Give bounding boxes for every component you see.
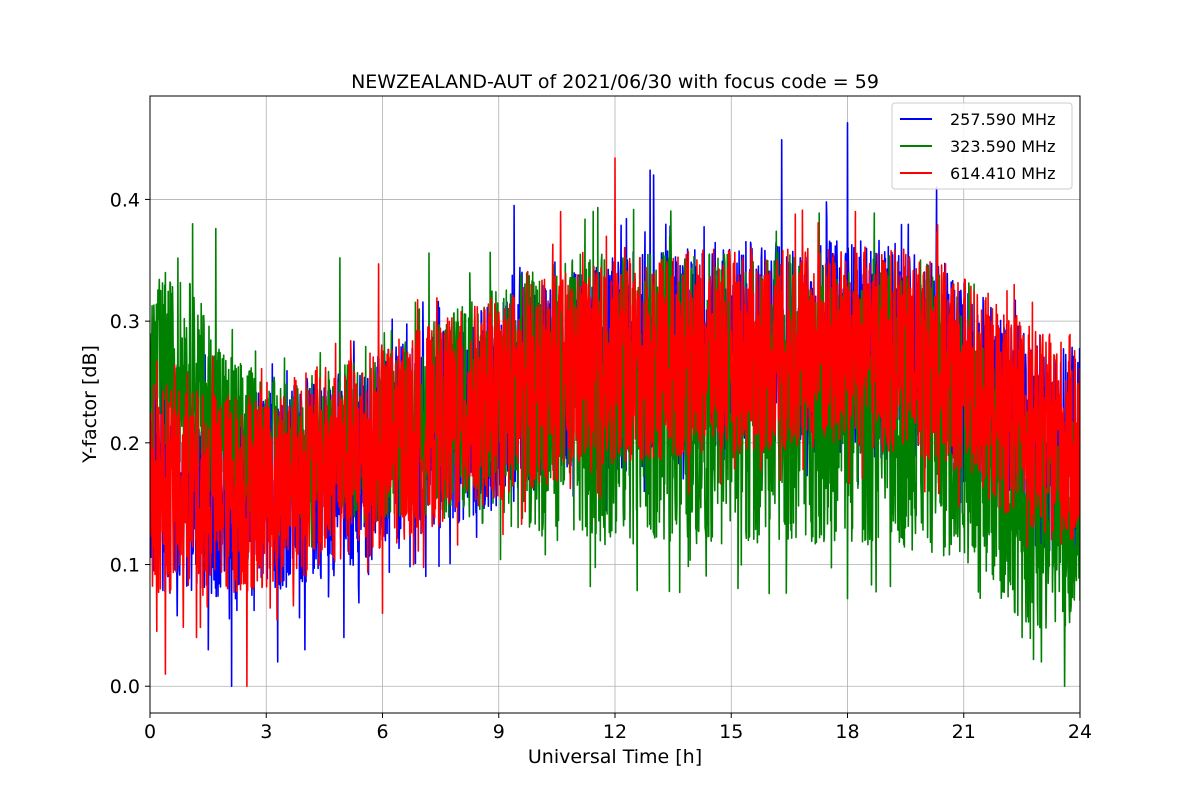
legend-entry: 614.410 MHz	[950, 164, 1055, 183]
x-tick-label: 21	[952, 721, 976, 743]
series-line-3	[150, 157, 1080, 687]
y-tick-label: 0.3	[110, 311, 140, 333]
legend: 257.590 MHz 323.590 MHz 614.410 MHz	[891, 102, 1073, 190]
axis-ticks: 0 3 6 9 12 15 18 21 24 0.0 0.1 0.2 0.3 0.4	[110, 189, 1092, 743]
series-layer	[150, 122, 1080, 687]
x-tick-label: 15	[719, 721, 743, 743]
x-axis-label: Universal Time [h]	[528, 746, 702, 768]
y-tick-label: 0.0	[110, 676, 140, 698]
x-tick-label: 12	[603, 721, 627, 743]
x-tick-label: 0	[144, 721, 156, 743]
legend-entry: 257.590 MHz	[950, 110, 1055, 129]
legend-box	[891, 102, 1073, 190]
y-axis-label: Y-factor [dB]	[79, 345, 101, 464]
x-tick-label: 24	[1068, 721, 1092, 743]
legend-entry: 323.590 MHz	[950, 137, 1055, 156]
x-tick-label: 9	[493, 721, 505, 743]
x-tick-label: 3	[260, 721, 272, 743]
chart-title: NEWZEALAND-AUT of 2021/06/30 with focus …	[351, 71, 879, 93]
x-tick-label: 18	[835, 721, 859, 743]
y-tick-label: 0.2	[110, 433, 140, 455]
y-tick-label: 0.4	[110, 189, 140, 211]
y-tick-label: 0.1	[110, 555, 140, 577]
x-tick-label: 6	[376, 721, 388, 743]
